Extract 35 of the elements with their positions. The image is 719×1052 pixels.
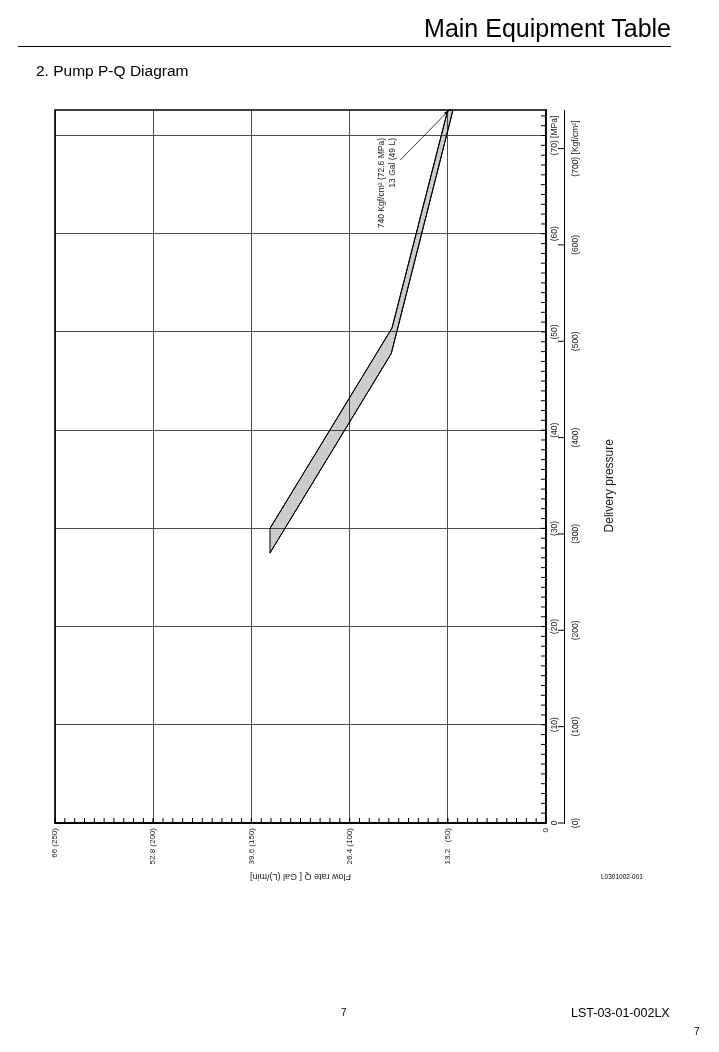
y2-tick-label: (500) (570, 331, 581, 352)
x2-tick-label: (250) (50, 827, 60, 847)
text: LST-03-01-002LX (571, 1005, 670, 1021)
y-tick-label: (70) [MPa] (549, 115, 560, 156)
x2-tick-label: (50) (443, 827, 452, 843)
x2-tick-label: 0 (541, 827, 551, 833)
y-tick-label: (50) (549, 324, 560, 340)
x2-tick-label: (150) (246, 827, 256, 847)
x-axis-title: Flow rate Q [ Gal (L)/min] (249, 871, 352, 882)
annotation: 740 Kgf/cm² (72.6 MPa) 13 Gal (49 L) (375, 137, 398, 229)
x-tick-label: 66 (50, 848, 60, 858)
y-tick-label: (60) (549, 226, 560, 242)
x-tick-label: 13.2 (443, 848, 452, 865)
y-tick-label: (20) (549, 618, 560, 635)
y2-tick-label: (200) (570, 620, 581, 641)
chart-title: Main Equipment Table (424, 14, 671, 42)
y-tick-label: (10) (549, 717, 560, 733)
x2-tick-label: (200) (148, 827, 158, 847)
y-tick-label: 0 (549, 820, 560, 826)
x-tick-label: 39.6 (246, 848, 256, 865)
y2-tick-label: (300) (570, 523, 581, 544)
y2-axis-title: Delivery pressure (602, 438, 617, 533)
y2-tick-label: (600) (570, 234, 581, 255)
y-tick-label: (40) (549, 422, 560, 438)
chart-subtitle: 2. Pump P-Q Diagram (36, 62, 189, 80)
x2-tick-label: (100) (344, 827, 354, 847)
x-tick-label: 52.8 (148, 848, 158, 865)
y2-tick-label: (100) (570, 716, 581, 737)
y-tick-label: (30) (549, 520, 560, 536)
y2-tick-label: (400) (570, 427, 581, 448)
text: 7 (341, 1007, 347, 1019)
y2-tick-label: (700) [Kgf/cm²] (570, 120, 581, 177)
text: 7 (694, 1026, 700, 1038)
x-tick-label: 26.4 (344, 848, 354, 865)
y2-tick-label: (0) (570, 817, 581, 829)
